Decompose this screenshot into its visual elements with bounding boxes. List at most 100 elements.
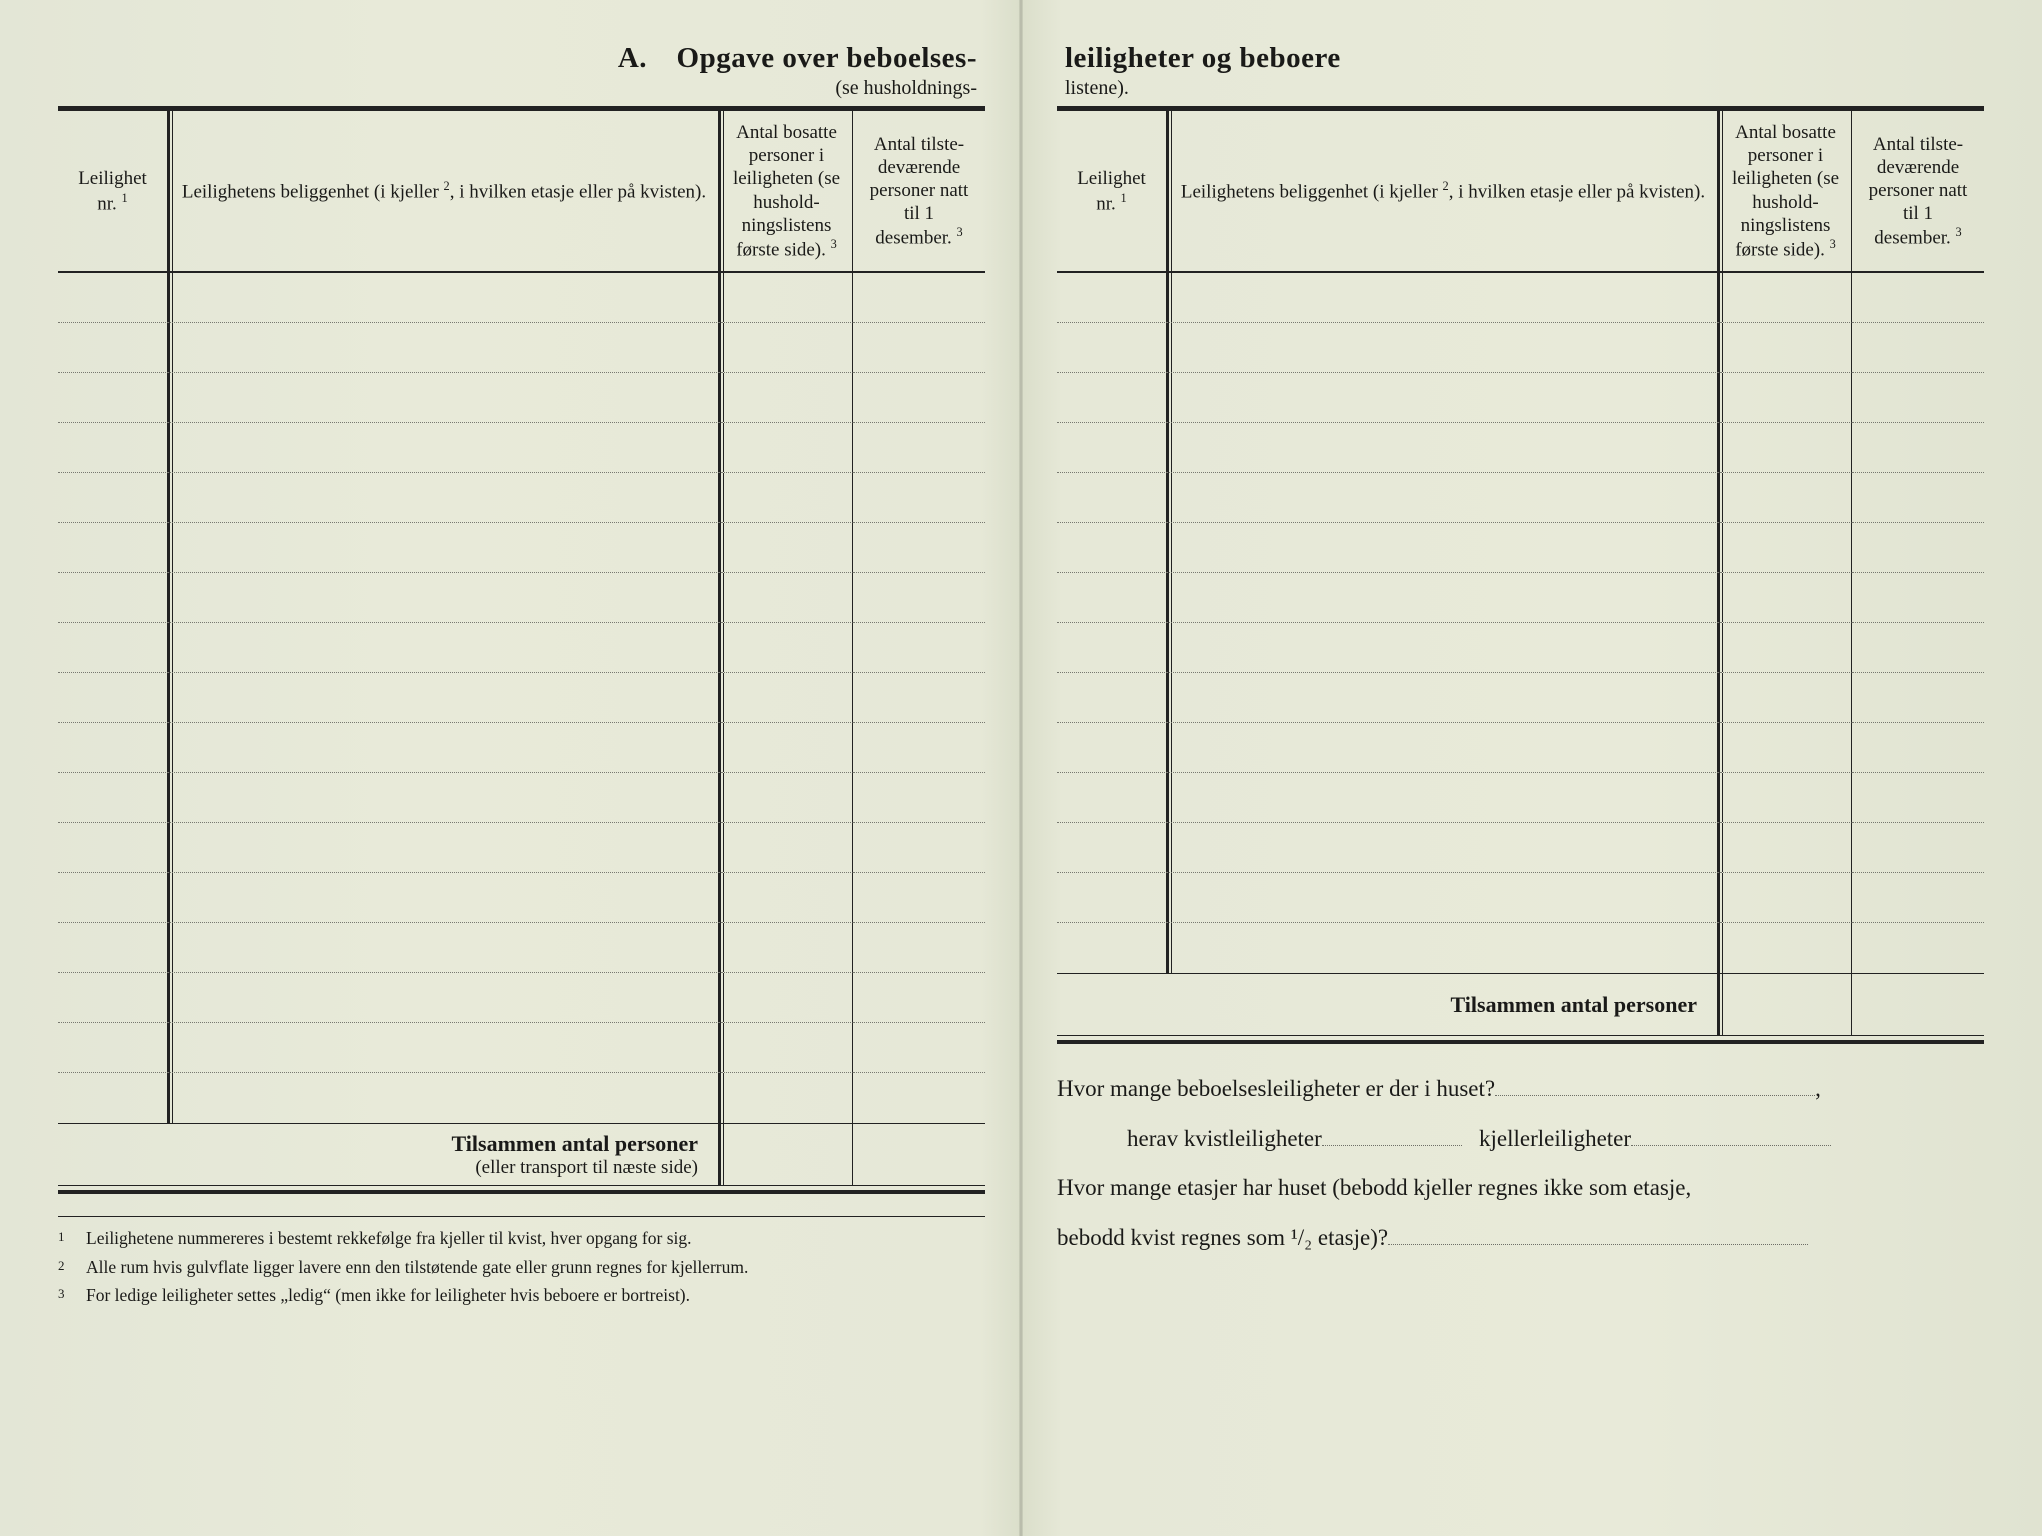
cell-nr [58, 273, 170, 323]
footer-cell-bosatte [721, 1124, 853, 1185]
cell-tilstede [853, 1023, 985, 1073]
table-row [58, 723, 985, 773]
col-header-tilstede: Antal tilste­deværende personer natt til… [853, 111, 985, 271]
question-1: Hvor mange beboelsesleiligheter er der i… [1057, 1064, 1984, 1113]
table-row [1057, 273, 1984, 323]
cell-bosatte [1720, 873, 1852, 923]
question-2: herav kvistleiligheter kjellerleilighete… [1057, 1114, 1984, 1163]
cell-nr [1057, 273, 1169, 323]
footnote-3: 3For ledige leiligheter settes „ledig“ (… [58, 1282, 985, 1308]
cell-bosatte [1720, 823, 1852, 873]
cell-tilstede [853, 923, 985, 973]
table-right-body [1057, 272, 1984, 973]
cell-beliggenhet [170, 623, 721, 673]
table-left-header: Leilighetnr. 1 Leilighetens beliggenhet … [58, 110, 985, 272]
table-row [58, 673, 985, 723]
table-row [58, 573, 985, 623]
cell-beliggenhet [170, 573, 721, 623]
cell-nr [1057, 623, 1169, 673]
cell-nr [58, 773, 170, 823]
subtitle-right: listene). [1065, 77, 1984, 100]
cell-nr [58, 323, 170, 373]
cell-tilstede [1852, 723, 1984, 773]
header-right: leiligheter og beboere listene). [1057, 42, 1984, 100]
col-header-tilstede-r: Antal tilste­deværende personer natt til… [1852, 111, 1984, 271]
cell-nr [1057, 473, 1169, 523]
header-left: A. Opgave over beboelses- (se husholdnin… [58, 42, 985, 100]
cell-tilstede [1852, 273, 1984, 323]
table-row [1057, 323, 1984, 373]
cell-tilstede [1852, 873, 1984, 923]
cell-bosatte [1720, 923, 1852, 973]
cell-tilstede [853, 823, 985, 873]
cell-tilstede [1852, 573, 1984, 623]
cell-beliggenhet [170, 523, 721, 573]
cell-bosatte [1720, 273, 1852, 323]
footer-cell-tilstede [853, 1124, 985, 1185]
cell-bosatte [1720, 723, 1852, 773]
cell-bosatte [1720, 773, 1852, 823]
cell-tilstede [853, 473, 985, 523]
table-row [1057, 623, 1984, 673]
cell-bosatte [721, 273, 853, 323]
table-row [58, 273, 985, 323]
cell-beliggenhet [1169, 423, 1720, 473]
cell-bosatte [721, 823, 853, 873]
cell-tilstede [853, 673, 985, 723]
cell-beliggenhet [1169, 373, 1720, 423]
cell-beliggenhet [1169, 823, 1720, 873]
table-row [1057, 523, 1984, 573]
cell-nr [58, 823, 170, 873]
question-3b: bebodd kvist regnes som ¹/₂ etasje)? [1057, 1213, 1984, 1262]
table-row [1057, 573, 1984, 623]
cell-nr [58, 1023, 170, 1073]
cell-bosatte [721, 373, 853, 423]
cell-tilstede [853, 273, 985, 323]
table-row [58, 623, 985, 673]
cell-nr [58, 673, 170, 723]
cell-nr [1057, 523, 1169, 573]
cell-bosatte [721, 1023, 853, 1073]
footnote-1: 1Leilighetene nummereres i bestemt rekke… [58, 1225, 985, 1251]
table-right-header: Leilighetnr. 1 Leilighetens beliggenhet … [1057, 110, 1984, 272]
cell-beliggenhet [170, 323, 721, 373]
cell-beliggenhet [170, 373, 721, 423]
cell-bosatte [721, 573, 853, 623]
cell-tilstede [853, 373, 985, 423]
cell-tilstede [1852, 823, 1984, 873]
cell-bosatte [721, 523, 853, 573]
cell-bosatte [1720, 573, 1852, 623]
table-row [1057, 923, 1984, 973]
table-row [58, 323, 985, 373]
cell-nr [1057, 723, 1169, 773]
cell-nr [58, 473, 170, 523]
cell-bosatte [721, 473, 853, 523]
table-row [1057, 823, 1984, 873]
cell-nr [1057, 873, 1169, 923]
cell-nr [1057, 573, 1169, 623]
cell-beliggenhet [170, 823, 721, 873]
cell-tilstede [1852, 773, 1984, 823]
cell-beliggenhet [170, 423, 721, 473]
cell-beliggenhet [1169, 523, 1720, 573]
cell-tilstede [853, 523, 985, 573]
cell-nr [58, 723, 170, 773]
table-row [1057, 473, 1984, 523]
cell-beliggenhet [1169, 623, 1720, 673]
table-row [58, 1073, 985, 1123]
footnotes: 1Leilighetene nummereres i bestemt rekke… [58, 1216, 985, 1310]
cell-beliggenhet [170, 273, 721, 323]
cell-beliggenhet [170, 873, 721, 923]
cell-bosatte [721, 723, 853, 773]
right-page: leiligheter og beboere listene). Leiligh… [1057, 42, 1984, 1502]
cell-tilstede [853, 423, 985, 473]
cell-nr [1057, 323, 1169, 373]
table-row [1057, 673, 1984, 723]
col-header-bosatte-r: Antal bosat­te personer i leiligheten (s… [1720, 111, 1852, 271]
table-row [1057, 873, 1984, 923]
cell-tilstede [1852, 673, 1984, 723]
cell-beliggenhet [1169, 723, 1720, 773]
table-row [58, 873, 985, 923]
cell-beliggenhet [1169, 323, 1720, 373]
table-right-footer: Tilsammen antal personer [1057, 973, 1984, 1035]
